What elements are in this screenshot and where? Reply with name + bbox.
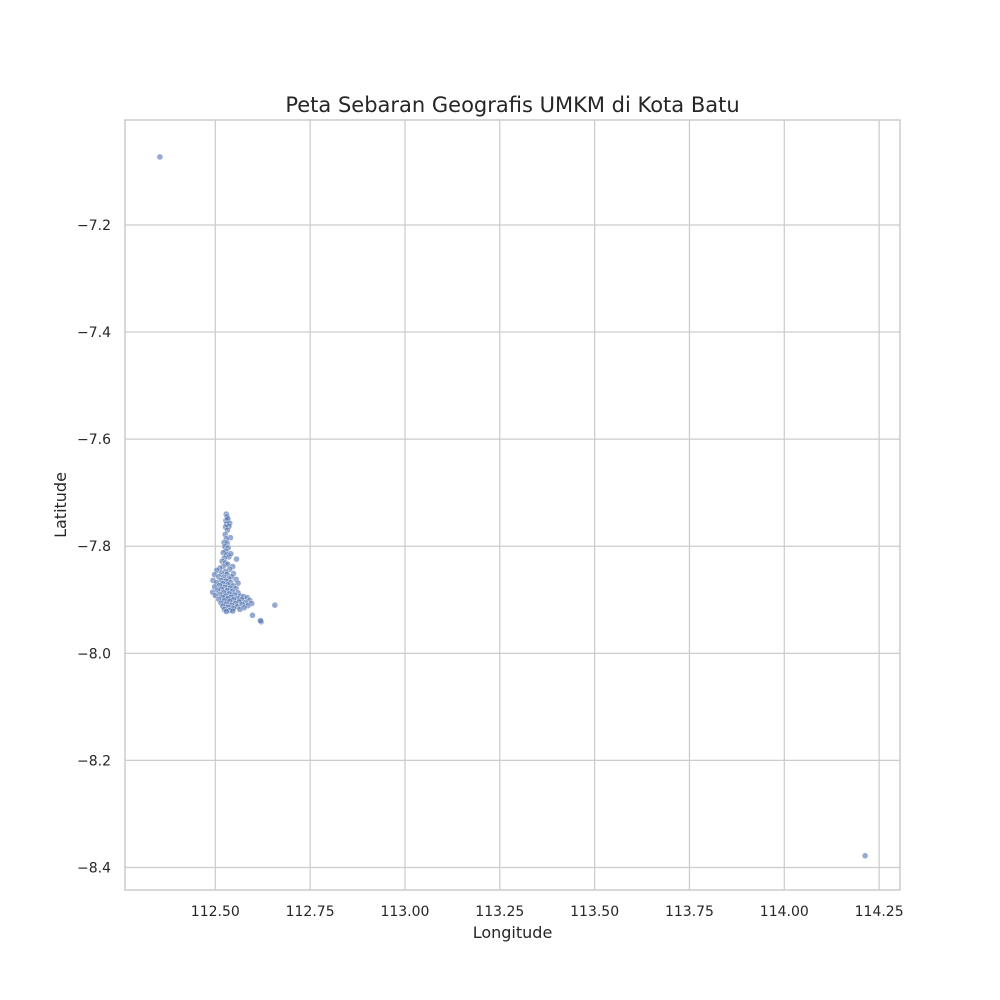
plot-frame <box>124 119 901 891</box>
data-point <box>229 607 236 615</box>
y-tick-label: −7.4 <box>77 325 111 341</box>
x-tick-label: 113.25 <box>475 904 524 920</box>
y-tick-label: −8.0 <box>77 646 111 662</box>
x-tick-label: 112.75 <box>286 904 335 920</box>
data-point <box>257 617 264 624</box>
x-axis-label: Longitude <box>473 923 553 942</box>
data-point <box>236 606 244 613</box>
data-point <box>223 608 230 615</box>
chart-title: Peta Sebaran Geografis UMKM di Kota Batu <box>285 93 739 117</box>
data-points <box>156 153 869 859</box>
y-tick-label: −7.6 <box>77 432 111 448</box>
x-tick-label: 113.50 <box>570 904 619 920</box>
y-axis-ticks: −7.2 −7.4 −7.6 −7.8 −8.0 −8.2 −8.4 <box>77 218 111 877</box>
x-tick-label: 113.00 <box>380 904 429 920</box>
x-tick-label: 112.50 <box>191 904 240 920</box>
x-tick-label: 113.75 <box>665 904 714 920</box>
data-point <box>271 601 279 609</box>
data-point <box>861 852 869 859</box>
x-axis-ticks: 112.50 112.75 113.00 113.25 113.50 113.75 114.… <box>191 904 904 920</box>
y-axis-label: Latitude <box>51 472 70 538</box>
y-tick-label: −7.8 <box>77 539 111 555</box>
data-point <box>227 550 235 557</box>
grid <box>125 120 900 890</box>
data-point <box>156 153 164 161</box>
data-point <box>233 555 240 563</box>
data-point <box>249 612 256 619</box>
x-tick-label: 114.25 <box>855 904 904 920</box>
x-tick-label: 114.00 <box>760 904 809 920</box>
y-tick-label: −7.2 <box>77 218 111 234</box>
y-tick-label: −8.2 <box>77 753 111 769</box>
y-tick-label: −8.4 <box>77 861 111 877</box>
